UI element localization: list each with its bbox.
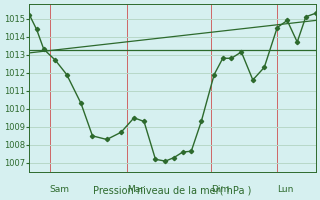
Text: Mar: Mar: [127, 185, 144, 194]
X-axis label: Pression niveau de la mer( hPa ): Pression niveau de la mer( hPa ): [93, 186, 252, 196]
Text: Sam: Sam: [50, 185, 69, 194]
Text: Dim: Dim: [211, 185, 229, 194]
Text: Lun: Lun: [277, 185, 293, 194]
